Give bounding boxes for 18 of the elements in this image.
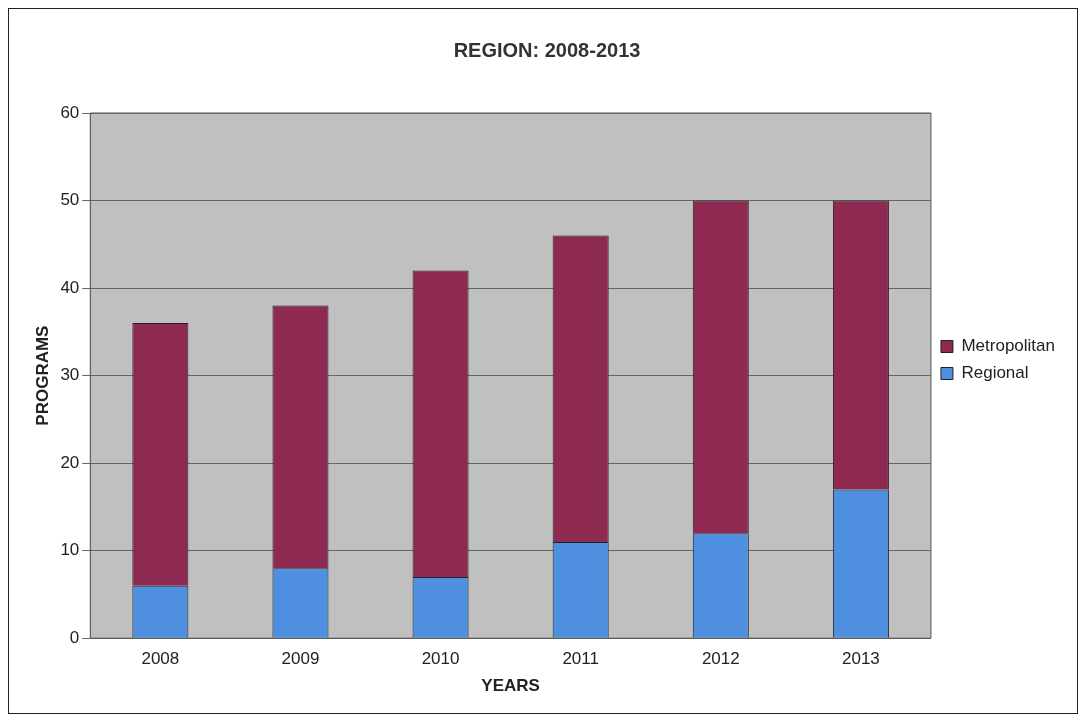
x-tick-label: 2008 — [141, 649, 180, 669]
x-tick-label: 2012 — [701, 649, 740, 669]
y-tick-label: 50 — [60, 190, 80, 210]
x-tick-label: 2010 — [421, 649, 460, 669]
legend-label: Metropolitan — [961, 336, 1056, 356]
y-axis-title: PROGRAMS — [32, 325, 52, 426]
y-tick-label: 60 — [60, 102, 80, 122]
x-tick-label: 2011 — [562, 649, 599, 669]
y-tick-label: 20 — [60, 452, 80, 472]
x-axis-title: YEARS — [481, 676, 540, 696]
y-tick-label: 40 — [60, 277, 80, 297]
y-tick-label: 10 — [60, 540, 80, 560]
chart-title: REGION: 2008-2013 — [453, 38, 641, 61]
y-tick-label: 30 — [60, 365, 80, 385]
legend-label: Regional — [961, 363, 1029, 383]
x-tick-label: 2013 — [841, 649, 880, 669]
x-tick-label: 2009 — [281, 649, 320, 669]
y-tick-label: 0 — [69, 627, 80, 647]
